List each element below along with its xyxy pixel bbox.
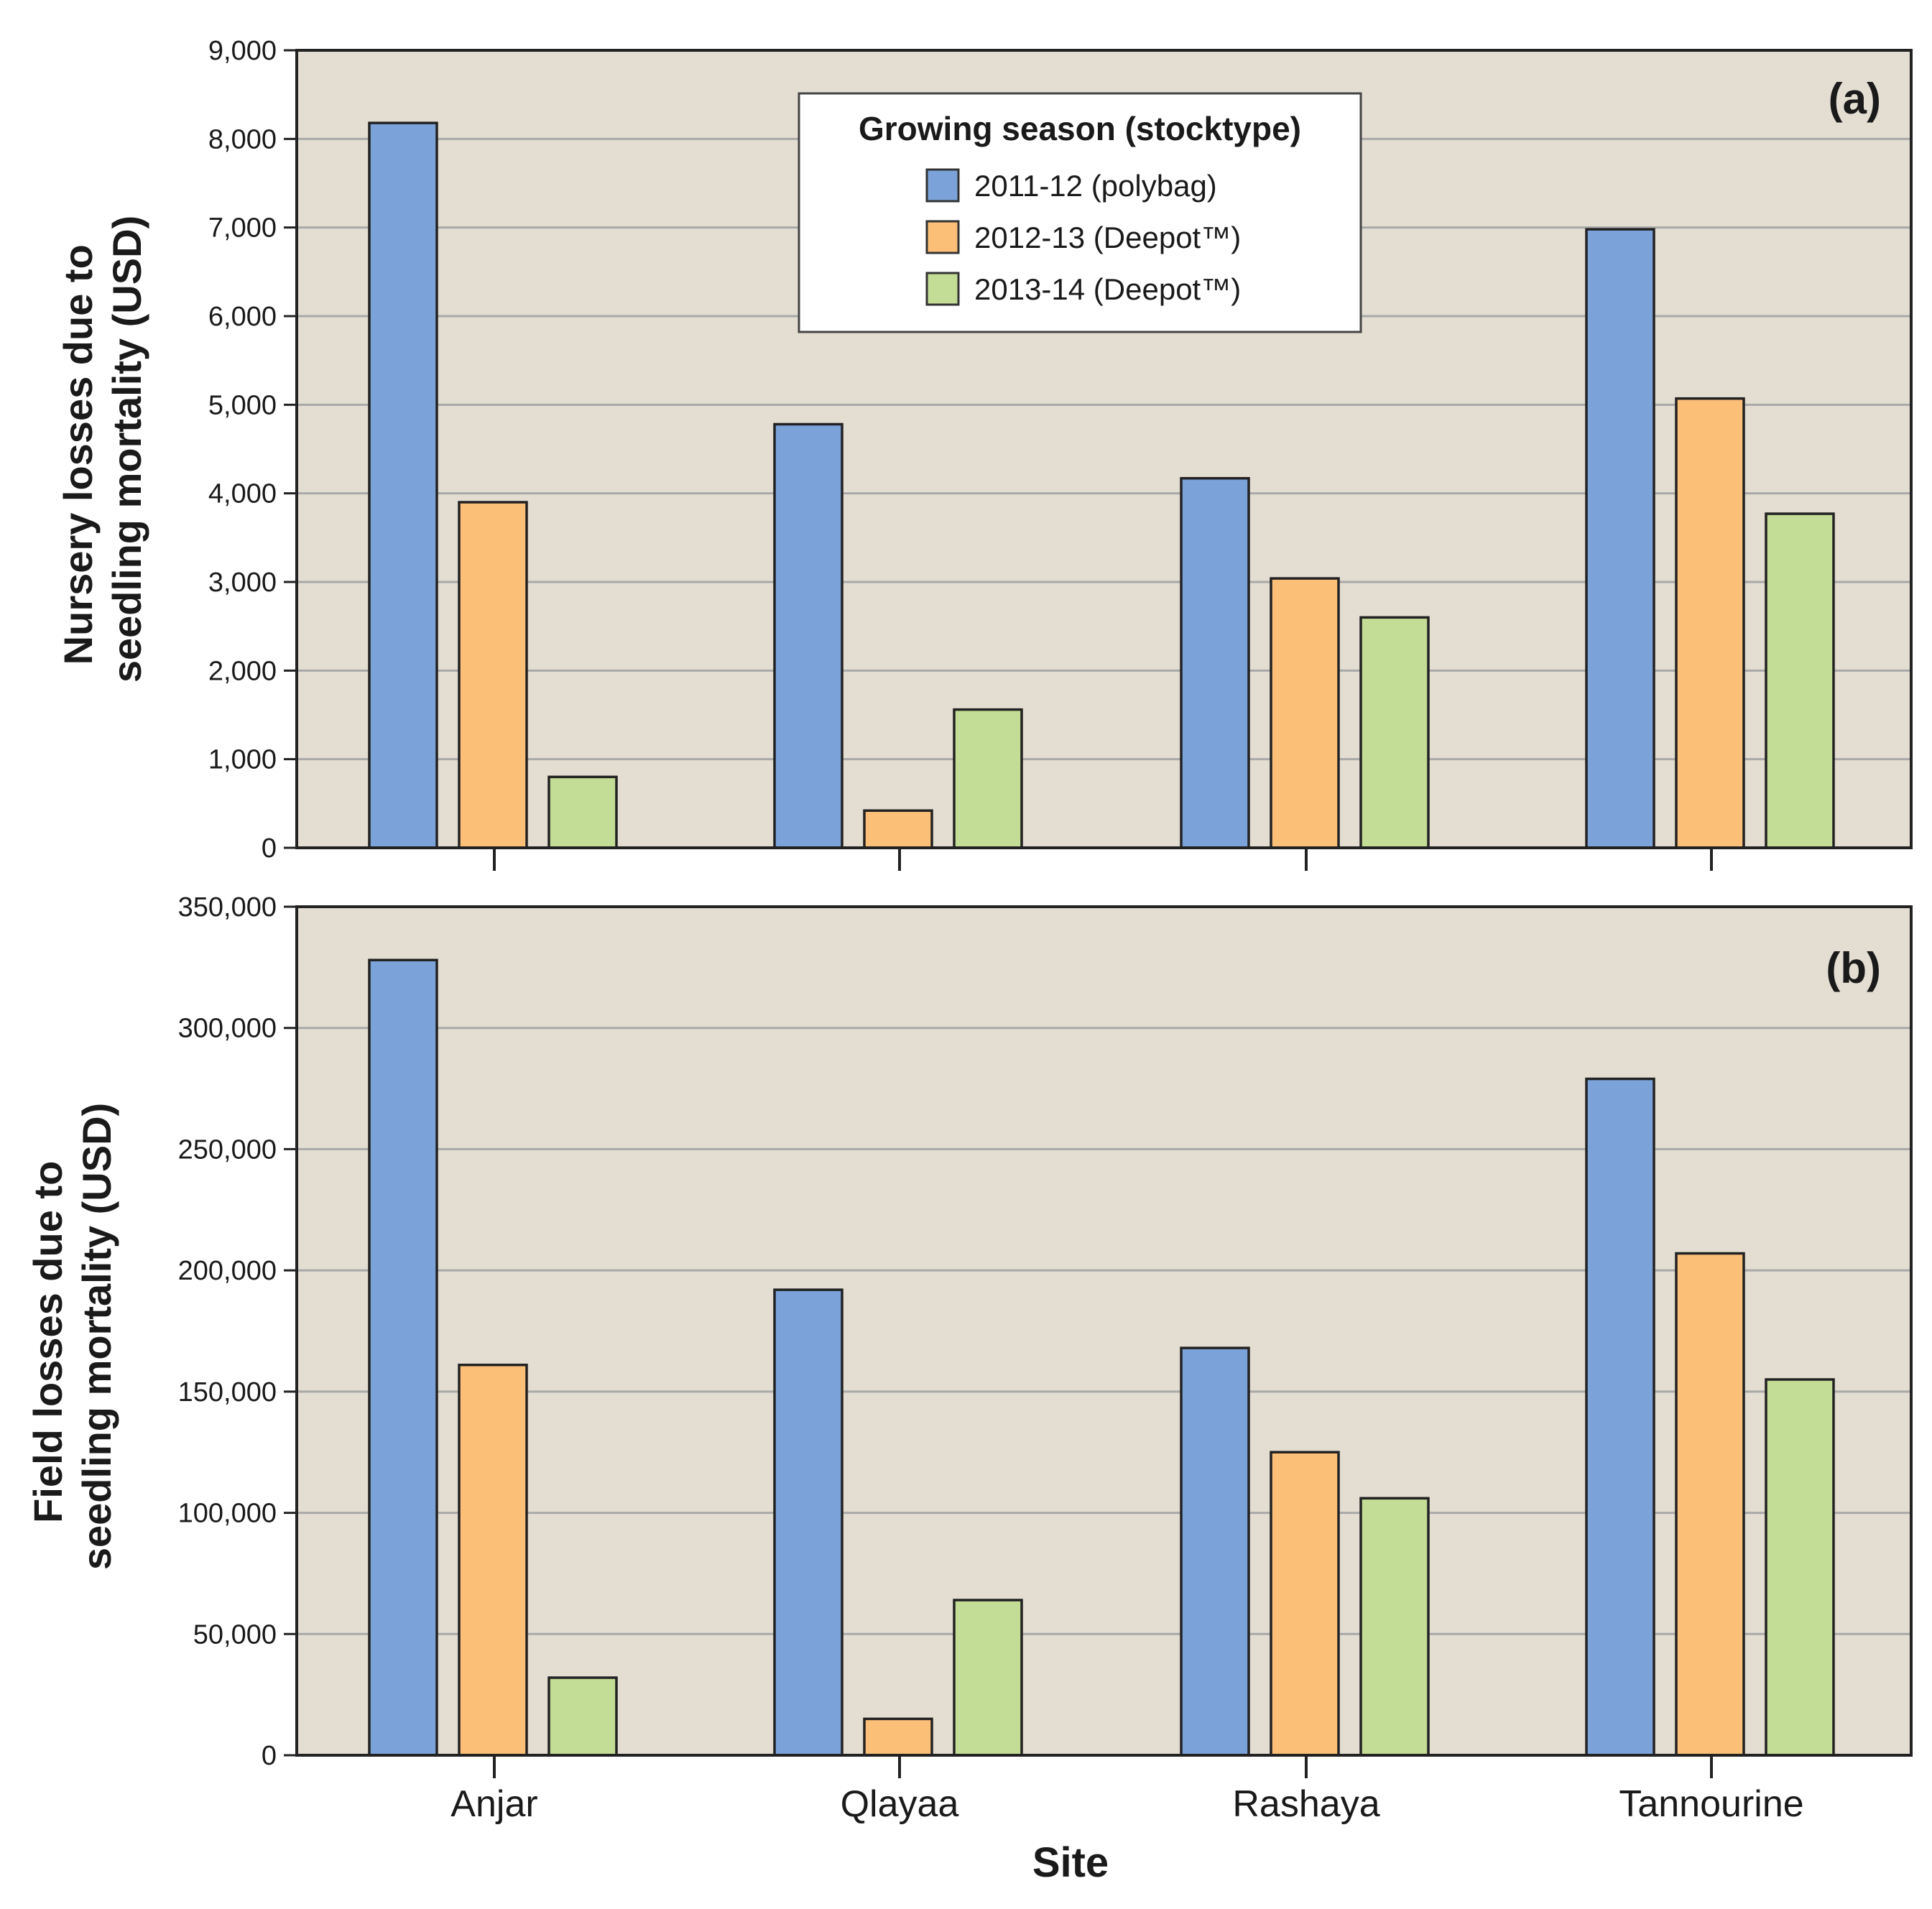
panel-a-y-axis-title: Nursery losses due to seedling mortality… (55, 216, 149, 683)
panel-b-y-tick-label: 200,000 (178, 1256, 277, 1286)
panel-a-bar-anjar-2012-13 (458, 501, 528, 849)
panel-a-y-axis-title-line1: Nursery losses due to (55, 244, 101, 665)
panel-b-y-axis-title: Field losses due to seedling mortality (… (25, 1103, 119, 1570)
panel-b-y-tick-label: 150,000 (178, 1377, 277, 1408)
legend-label-2011-12: 2011-12 (polybag) (974, 169, 1217, 203)
panel-a-label: (a) (1829, 75, 1881, 123)
panel-a-bar-tannourine-2013-14 (1765, 512, 1835, 849)
panel-a-y-tick-label: 3,000 (208, 568, 277, 598)
panel-a-y-tick-label: 9,000 (208, 36, 277, 66)
panel-b-y-tick-label: 250,000 (178, 1134, 277, 1165)
panel-b-bar-rashaya-2012-13 (1270, 1451, 1340, 1757)
panel-a-y-axis: 0 1,000 2,000 3,000 4,000 5,000 6,000 7,000 8,00… (208, 36, 297, 864)
panel-a-y-tick-label: 1,000 (208, 745, 277, 775)
panel-b-bar-anjar-2013-14 (547, 1676, 618, 1757)
panel-a-bar-qlayaa-2013-14 (953, 708, 1023, 849)
panel-b-bar-rashaya-2013-14 (1359, 1497, 1430, 1757)
panel-a-bar-rashaya-2012-13 (1270, 577, 1340, 849)
panel-a: 0 1,000 2,000 3,000 4,000 5,000 6,000 7,000 8,00… (55, 36, 1913, 871)
panel-b-x-tick-marks (493, 1755, 1713, 1778)
panel-a-y-axis-title-line2: seedling mortality (USD) (104, 216, 149, 683)
panel-a-bar-anjar-2011-12 (368, 121, 438, 849)
panel-a-y-tick-label: 2,000 (208, 656, 277, 686)
panel-b-y-tick-label: 50,000 (193, 1619, 277, 1650)
panel-a-plot-frame (295, 49, 1913, 849)
panel-b-y-tick-label: 350,000 (178, 892, 277, 923)
panel-a-bar-anjar-2013-14 (547, 775, 618, 849)
panel-b-label: (b) (1826, 944, 1881, 992)
panel-b-y-axis: 0 50,000 100,000 150,000 200,000 250,000 300,0… (178, 892, 297, 1771)
panel-b-plot-background (295, 905, 1913, 1757)
panel-b: 0 50,000 100,000 150,000 200,000 250,000 300,0… (25, 892, 1913, 1778)
panel-a-bar-tannourine-2012-13 (1675, 397, 1745, 849)
panel-b-y-axis-title-line2: seedling mortality (USD) (74, 1103, 119, 1570)
panel-a-y-tick-label: 8,000 (208, 124, 277, 154)
panel-b-bar-qlayaa-2011-12 (773, 1288, 843, 1757)
panel-b-y-tick-label: 0 (262, 1741, 277, 1771)
legend-title: Growing season (stocktype) (859, 110, 1301, 147)
x-tick-label-qlayaa: Qlayaa (841, 1783, 959, 1825)
panel-b-bar-tannourine-2012-13 (1675, 1252, 1745, 1757)
panel-a-x-tick-marks (493, 848, 1713, 871)
x-tick-label-tannourine: Tannourine (1619, 1783, 1803, 1825)
x-axis-title: Site (1032, 1839, 1109, 1886)
legend-box (798, 92, 1362, 333)
panel-a-y-tick-label: 7,000 (208, 213, 277, 244)
panel-a-y-tick-label: 5,000 (208, 390, 277, 420)
x-axis-site-labels: Anjar Qlayaa Rashaya Tannourine (450, 1783, 1803, 1825)
panel-b-bar-qlayaa-2013-14 (953, 1599, 1023, 1757)
panel-a-bar-tannourine-2011-12 (1585, 228, 1655, 849)
panel-a-y-tick-label: 6,000 (208, 302, 277, 332)
panel-a-bar-rashaya-2013-14 (1359, 616, 1430, 849)
legend-swatch-2013-14 (925, 272, 960, 306)
legend: Growing season (stocktype) 2011-12 (poly… (798, 92, 1362, 333)
legend-swatch-2011-12 (925, 168, 960, 203)
panel-b-y-tick-label: 300,000 (178, 1014, 277, 1044)
panel-b-bar-anjar-2011-12 (368, 958, 438, 1757)
x-tick-label-anjar: Anjar (450, 1783, 537, 1825)
panel-b-y-axis-title-line1: Field losses due to (25, 1161, 70, 1523)
panel-b-bar-tannourine-2011-12 (1585, 1077, 1655, 1757)
x-tick-label-rashaya: Rashaya (1232, 1783, 1379, 1825)
panel-b-bar-qlayaa-2012-13 (863, 1717, 933, 1757)
panel-a-bar-qlayaa-2011-12 (773, 422, 843, 849)
panel-a-bars (368, 121, 1835, 849)
legend-label-2012-13: 2012-13 (Deepot™) (974, 221, 1241, 254)
legend-swatch-2012-13 (925, 220, 960, 254)
legend-label-2013-14: 2013-14 (Deepot™) (974, 272, 1241, 306)
panel-b-y-tick-label: 100,000 (178, 1499, 277, 1529)
panel-a-bar-qlayaa-2012-13 (863, 809, 933, 849)
panel-a-y-tick-label: 0 (262, 833, 277, 864)
panel-b-bar-tannourine-2013-14 (1765, 1378, 1835, 1757)
panel-b-bar-rashaya-2011-12 (1180, 1346, 1250, 1757)
panel-a-y-tick-label: 4,000 (208, 479, 277, 509)
panel-b-plot-frame (295, 905, 1913, 1757)
panel-a-bar-rashaya-2011-12 (1180, 476, 1250, 849)
panel-b-bar-anjar-2012-13 (458, 1363, 528, 1757)
